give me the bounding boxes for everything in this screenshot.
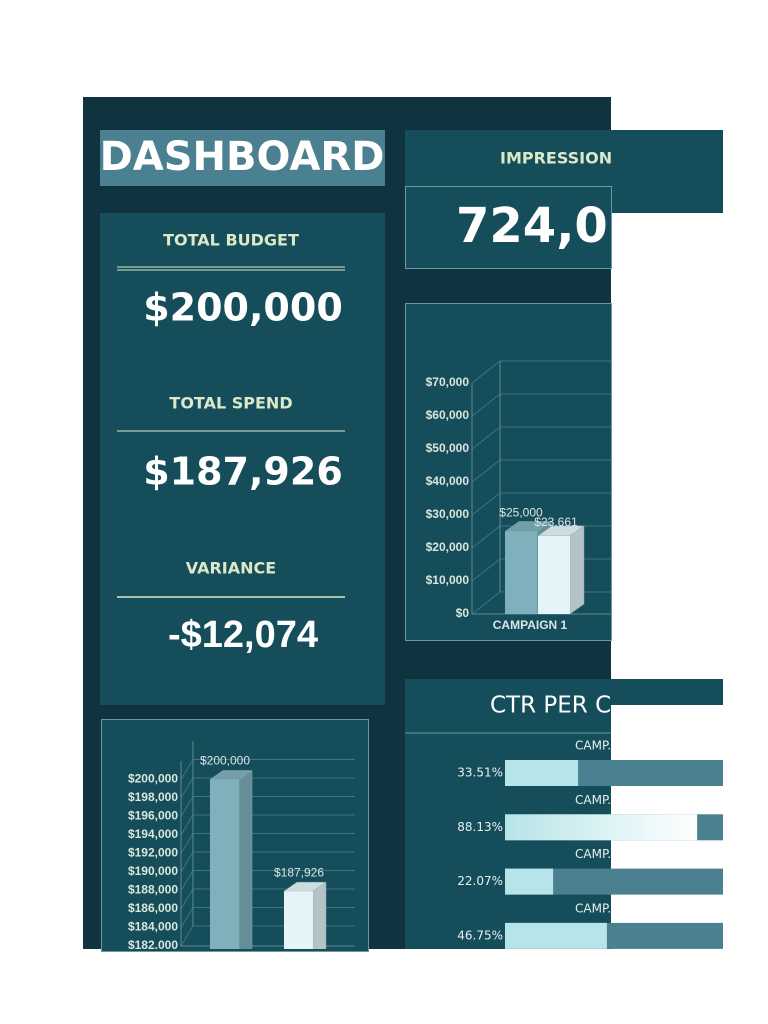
grid-line [180,833,194,854]
grid-line [471,558,501,582]
grid-line [180,796,194,817]
value: $187,926 [143,450,343,494]
data-label: $25,000 [499,506,543,520]
y-tick-label: $50,000 [426,441,470,455]
budget-plot: $182,000 $184,000 $186,000 $188,000 $190,000… [128,741,355,952]
bar-side [569,525,585,615]
value-label: 46.75% [457,928,503,942]
impressions-label: IMPRESSION [500,149,612,168]
bar [505,814,698,841]
value: $200,000 [143,286,343,330]
y-tick-label: $198,000 [128,790,178,804]
title-box [100,130,385,186]
data-label: $200,000 [200,754,250,768]
category-label: CAMP. [575,901,611,915]
label: VARIANCE [186,559,276,578]
y-tick-label: $192,000 [128,846,178,860]
y-tick-label: $200,000 [128,772,178,786]
y-tick-label: $40,000 [426,474,470,488]
grid-line [471,426,501,450]
grid-line [180,851,194,873]
title: DASHBOARD [100,134,385,180]
bar [284,891,313,949]
ctr-title: CTR PER C [490,693,611,719]
bar [210,779,239,949]
category-label: CAMP. [575,739,611,753]
data-label: $187,926 [274,865,324,879]
grid-line [180,870,194,891]
y-tick-label: $184,000 [128,920,178,934]
value-label: 33.51% [457,766,503,780]
bar-side [312,881,327,949]
y-tick-label: $196,000 [128,809,178,823]
y-tick-label: $60,000 [426,408,470,422]
data-label: $23,661 [534,515,578,529]
bar [505,760,579,786]
value-label: 88.13% [457,820,503,834]
y-tick-label: $190,000 [128,864,178,878]
category-label: CAMP. [575,793,611,807]
impressions-value: 724,07 [456,198,641,254]
grid-line [180,888,194,910]
y-tick-label: $194,000 [128,827,178,841]
impressions-box [405,186,612,269]
bar [505,531,537,614]
grid-line [180,925,194,947]
bar [505,922,607,949]
grid-line [180,777,194,799]
x-tick-label: C [638,618,647,632]
y-tick-label: $30,000 [426,507,470,521]
value: -$12,074 [168,614,318,656]
value-label: 22.07% [457,874,503,888]
y-tick-label: $0 [456,606,470,620]
ctr-header [405,679,723,705]
y-tick-label: $70,000 [426,375,470,389]
y-tick-label: $188,000 [128,883,178,897]
budget-panel [100,213,385,705]
grid-line [471,459,501,483]
y-tick-label: $186,000 [128,901,178,915]
campaign-plot: $0 $10,000 $20,000 $30,000 $40,000 $50,000 $60… [426,360,647,632]
grid-line [471,393,501,417]
ctr-bars: CAMP. 33.51% CAMP. 88.13% CAMP. 22.07% CAMP. 46… [457,739,723,949]
y-tick-label: $20,000 [426,540,470,554]
label: TOTAL SPEND [169,394,292,413]
grid-line [180,907,194,928]
label: TOTAL BUDGET [163,231,299,250]
grid-line [471,525,501,549]
y-tick-label: $182,000 [128,938,178,952]
bar-side [238,770,253,949]
grid-line [471,591,501,615]
bar [538,535,570,614]
y-tick-label: $10,000 [426,573,470,587]
grid-line [180,759,194,780]
grid-line [471,492,501,516]
grid-line [180,814,194,836]
bar [505,868,554,895]
category-label: CAMP. [575,847,611,861]
x-tick-label: CAMPAIGN 1 [493,618,568,632]
grid-line [471,360,501,384]
